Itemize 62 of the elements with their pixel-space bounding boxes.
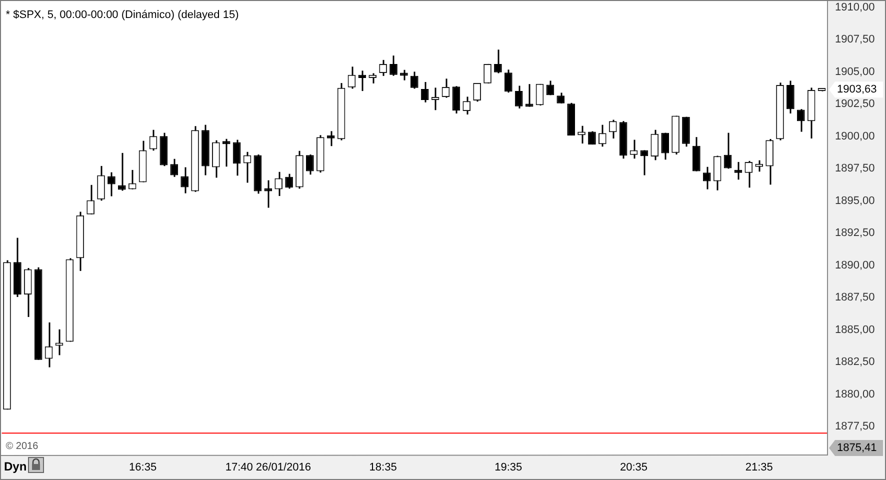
candlestick	[494, 48, 502, 74]
candlestick	[702, 166, 711, 190]
text: Dyn	[4, 459, 27, 474]
candlestick	[650, 129, 659, 161]
y-tick-label: 1892,50	[835, 227, 875, 240]
candlestick	[108, 172, 116, 198]
text: 1875,41	[837, 442, 877, 454]
candlestick	[55, 328, 64, 356]
candlestick	[536, 83, 544, 106]
y-tick-label: 1880,00	[835, 388, 875, 400]
x-tick-label: 16:35	[129, 462, 157, 474]
y-tick-label: 1907,50	[835, 34, 875, 46]
candlestick	[786, 80, 794, 114]
candlestick	[755, 160, 764, 172]
candlestick	[368, 72, 377, 84]
candlestick	[264, 180, 272, 208]
candlestick	[473, 82, 481, 102]
candlestick	[400, 69, 408, 82]
y-tick-label: 1910,00	[835, 1, 875, 14]
y-tick-label: 1895,00	[835, 194, 875, 207]
candlestick	[358, 70, 366, 92]
candlestick	[525, 83, 534, 108]
y-tick-label: 1887,50	[835, 292, 875, 304]
candlestick	[326, 130, 335, 147]
candlestick	[452, 85, 460, 114]
candlestick	[640, 149, 648, 176]
candlestick	[514, 84, 523, 110]
candlestick	[222, 138, 230, 168]
x-tick-label: 18:35	[369, 462, 397, 474]
x-tick-label: 20:35	[620, 462, 648, 474]
x-tick-label: 21:35	[745, 462, 773, 474]
annotation: © 2016	[6, 440, 39, 452]
y-tick-label: 1905,00	[835, 66, 875, 78]
y-tick-label: 1882,50	[835, 356, 875, 368]
candlestick	[713, 155, 722, 192]
text: 1903,63	[837, 84, 877, 96]
x-tick-label: 17:40 26/01/2016	[225, 462, 311, 474]
candlestick	[431, 86, 440, 111]
candlestick	[97, 165, 105, 202]
candlestick	[44, 322, 53, 368]
candlestick	[24, 267, 32, 318]
y-tick-label: 1890,00	[835, 259, 875, 272]
candlestick	[232, 139, 241, 176]
y-tick-label: 1885,00	[835, 324, 875, 336]
y-tick-label: 1902,50	[835, 98, 875, 110]
text: * $SPX, 5, 00:00-00:00 (Dinámico) (delayed 15)	[6, 9, 239, 22]
candlestick	[212, 140, 220, 178]
y-tick-label: 1877,50	[835, 420, 875, 433]
candlestick	[692, 136, 700, 172]
x-tick-label: 19:35	[494, 462, 522, 474]
y-tick-label: 1897,50	[835, 162, 875, 175]
candlestick	[243, 151, 252, 184]
candlestick	[128, 169, 136, 190]
candlestick	[724, 132, 732, 170]
candlestick	[734, 161, 742, 180]
candlestick	[86, 184, 94, 216]
y-tick-label: 1900,00	[835, 130, 875, 142]
candlestick	[504, 68, 512, 94]
candlestick	[661, 132, 670, 160]
candlestick	[180, 166, 188, 194]
candlestick	[630, 139, 638, 160]
candlestick	[306, 154, 314, 176]
